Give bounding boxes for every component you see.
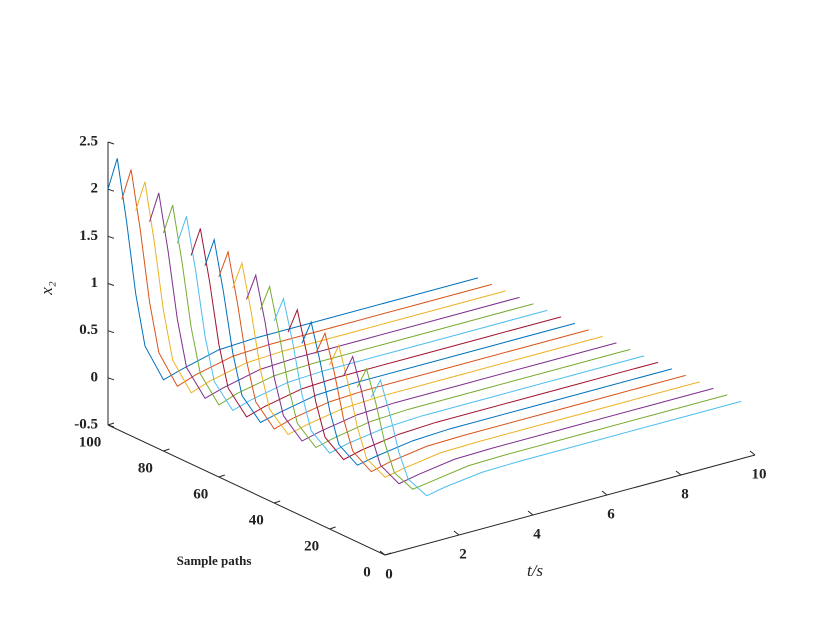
z-tick [107, 141, 115, 145]
sample-path [246, 273, 617, 442]
sample-path [121, 169, 492, 388]
sample-path [162, 204, 534, 406]
y-axis-label: Sample paths [177, 553, 252, 568]
z-tick-label: 2.5 [79, 133, 98, 149]
y-tick-label: 40 [249, 512, 264, 528]
y-tick-label: 0 [363, 564, 371, 580]
z-tick [107, 188, 115, 192]
y-tick-label: 100 [79, 434, 102, 450]
y-tick [107, 422, 115, 426]
sample-path [232, 261, 603, 436]
sample-path [204, 237, 576, 424]
y-axis-line [107, 424, 386, 556]
z-tick-label: -0.5 [74, 416, 98, 432]
z-tick [107, 283, 115, 286]
sample-path [356, 367, 728, 490]
x-tick-label: 0 [385, 566, 393, 582]
x-tick [527, 510, 534, 516]
y-tick [384, 552, 392, 556]
z-tick-label: 2 [91, 181, 99, 197]
sample-path [370, 378, 742, 497]
x-axis-line [384, 454, 756, 556]
sample-path [287, 308, 659, 461]
x-axis-label: t/s [527, 561, 543, 580]
sample-path [149, 192, 520, 400]
x-tick-label: 2 [459, 546, 467, 562]
sample-path [301, 320, 673, 466]
y-tick-label: 80 [138, 460, 153, 476]
x-tick [601, 490, 608, 496]
sample-path [190, 228, 562, 418]
y-tick [163, 448, 170, 452]
sample-path [218, 249, 589, 430]
x-tick [453, 530, 460, 536]
sample-path [342, 355, 714, 485]
x-tick [675, 470, 682, 476]
x-tick-label: 6 [607, 506, 615, 522]
z-tick-label: 1 [91, 275, 99, 291]
y-tick-label: 60 [193, 486, 208, 502]
sample-path [135, 181, 506, 394]
z-axis-label: x₂ [37, 281, 56, 296]
z-tick [107, 377, 115, 381]
sample-path [259, 284, 631, 449]
z-tick-label: 1.5 [79, 228, 98, 244]
x-tick [379, 550, 386, 556]
sample-path [315, 331, 686, 473]
z-tick [107, 235, 115, 239]
z-tick-label: 0.5 [79, 322, 98, 338]
x-tick-label: 4 [533, 526, 541, 542]
x-tick [749, 450, 756, 456]
z-tick [107, 330, 115, 334]
z-tick-label: 0 [91, 369, 99, 385]
x-tick-label: 10 [752, 466, 767, 482]
x-tick-label: 8 [681, 486, 689, 502]
sample-path [176, 216, 548, 412]
y-tick-label: 20 [304, 538, 319, 554]
y-tick [329, 526, 336, 530]
z-tick [107, 424, 115, 428]
sample-path [273, 296, 645, 454]
sample-path [107, 158, 479, 381]
y-tick [218, 474, 225, 478]
y-tick [274, 500, 281, 504]
